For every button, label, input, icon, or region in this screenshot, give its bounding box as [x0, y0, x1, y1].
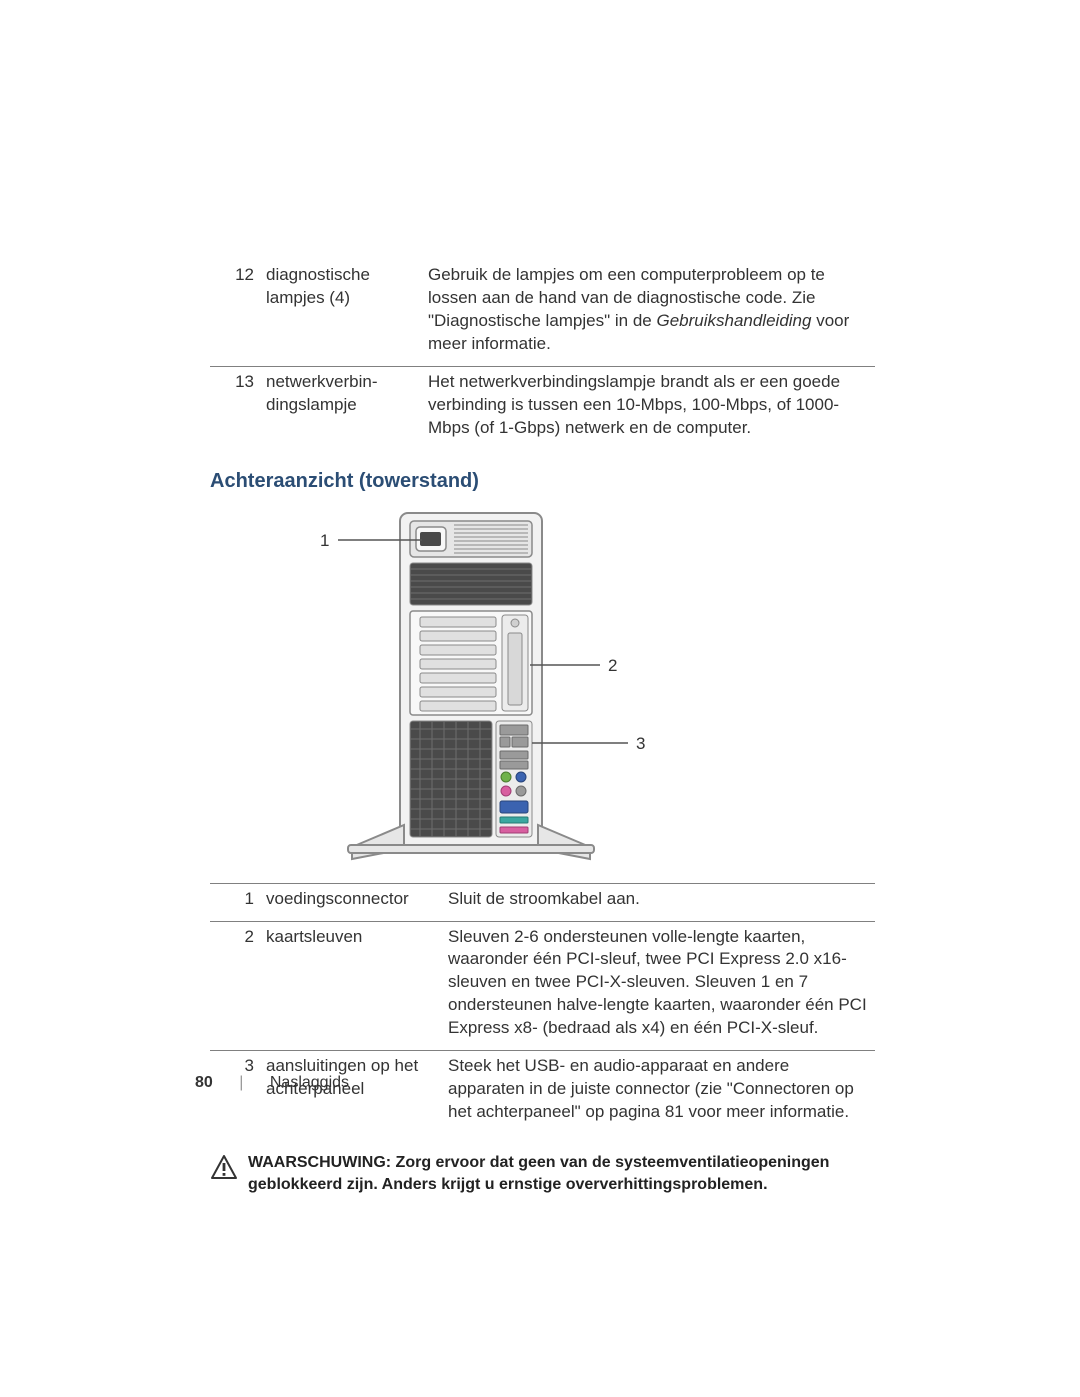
callout-number: 1 — [320, 531, 329, 551]
footer-section: Naslaggids — [270, 1074, 349, 1091]
row-number: 12 — [210, 260, 260, 366]
table-row: 2 kaartsleuven Sleuven 2-6 ondersteunen … — [210, 921, 875, 1051]
row-description: Sluit de stroomkabel aan. — [442, 883, 875, 921]
page-number: 80 — [195, 1074, 213, 1091]
callout-number: 2 — [608, 656, 617, 676]
row-term: diagnostische lampjes (4) — [260, 260, 422, 366]
warning-text: WAARSCHUWING: Zorg ervoor dat geen van d… — [248, 1152, 875, 1195]
top-description-table: 12 diagnostische lampjes (4) Gebruik de … — [210, 260, 875, 450]
row-number: 1 — [210, 883, 260, 921]
row-term: kaartsleuven — [260, 921, 442, 1051]
warning-lead: WAARSCHUWING: — [248, 1154, 391, 1171]
footer-divider: | — [239, 1074, 243, 1091]
row-number: 13 — [210, 366, 260, 449]
callout-number: 3 — [636, 734, 645, 754]
warning-triangle-icon — [210, 1154, 238, 1185]
content-area: 12 diagnostische lampjes (4) Gebruik de … — [210, 260, 875, 1195]
row-description: Steek het USB- en audio-apparaat en ande… — [442, 1051, 875, 1134]
rear-view-figure: 1 2 3 — [210, 507, 875, 867]
row-description: Sleuven 2-6 ondersteunen volle-lengte ka… — [442, 921, 875, 1051]
bottom-description-table: 1 voedingsconnector Sluit de stroomkabel… — [210, 883, 875, 1134]
row-number: 3 — [210, 1051, 260, 1134]
table-row: 13 netwerkverbin-dingslampje Het netwerk… — [210, 366, 875, 449]
document-page: 12 diagnostische lampjes (4) Gebruik de … — [0, 0, 1080, 1397]
section-heading: Achteraanzicht (towerstand) — [210, 470, 875, 493]
table-row: 1 voedingsconnector Sluit de stroomkabel… — [210, 883, 875, 921]
row-term: netwerkverbin-dingslampje — [260, 366, 422, 449]
tower-rear-diagram — [210, 507, 875, 867]
row-description: Het netwerkverbindingslampje brandt als … — [422, 366, 875, 449]
row-description: Gebruik de lampjes om een computerproble… — [422, 260, 875, 366]
table-row: 12 diagnostische lampjes (4) Gebruik de … — [210, 260, 875, 366]
row-term: aansluitingen op het achterpaneel — [260, 1051, 442, 1134]
desc-text-italic: Gebruikshandleiding — [656, 311, 811, 330]
warning-block: WAARSCHUWING: Zorg ervoor dat geen van d… — [210, 1152, 875, 1195]
page-footer: 80 | Naslaggids — [195, 1074, 349, 1092]
row-term: voedingsconnector — [260, 883, 442, 921]
table-row: 3 aansluitingen op het achterpaneel Stee… — [210, 1051, 875, 1134]
row-number: 2 — [210, 921, 260, 1051]
